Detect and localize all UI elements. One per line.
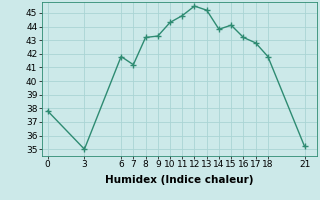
- X-axis label: Humidex (Indice chaleur): Humidex (Indice chaleur): [105, 175, 253, 185]
